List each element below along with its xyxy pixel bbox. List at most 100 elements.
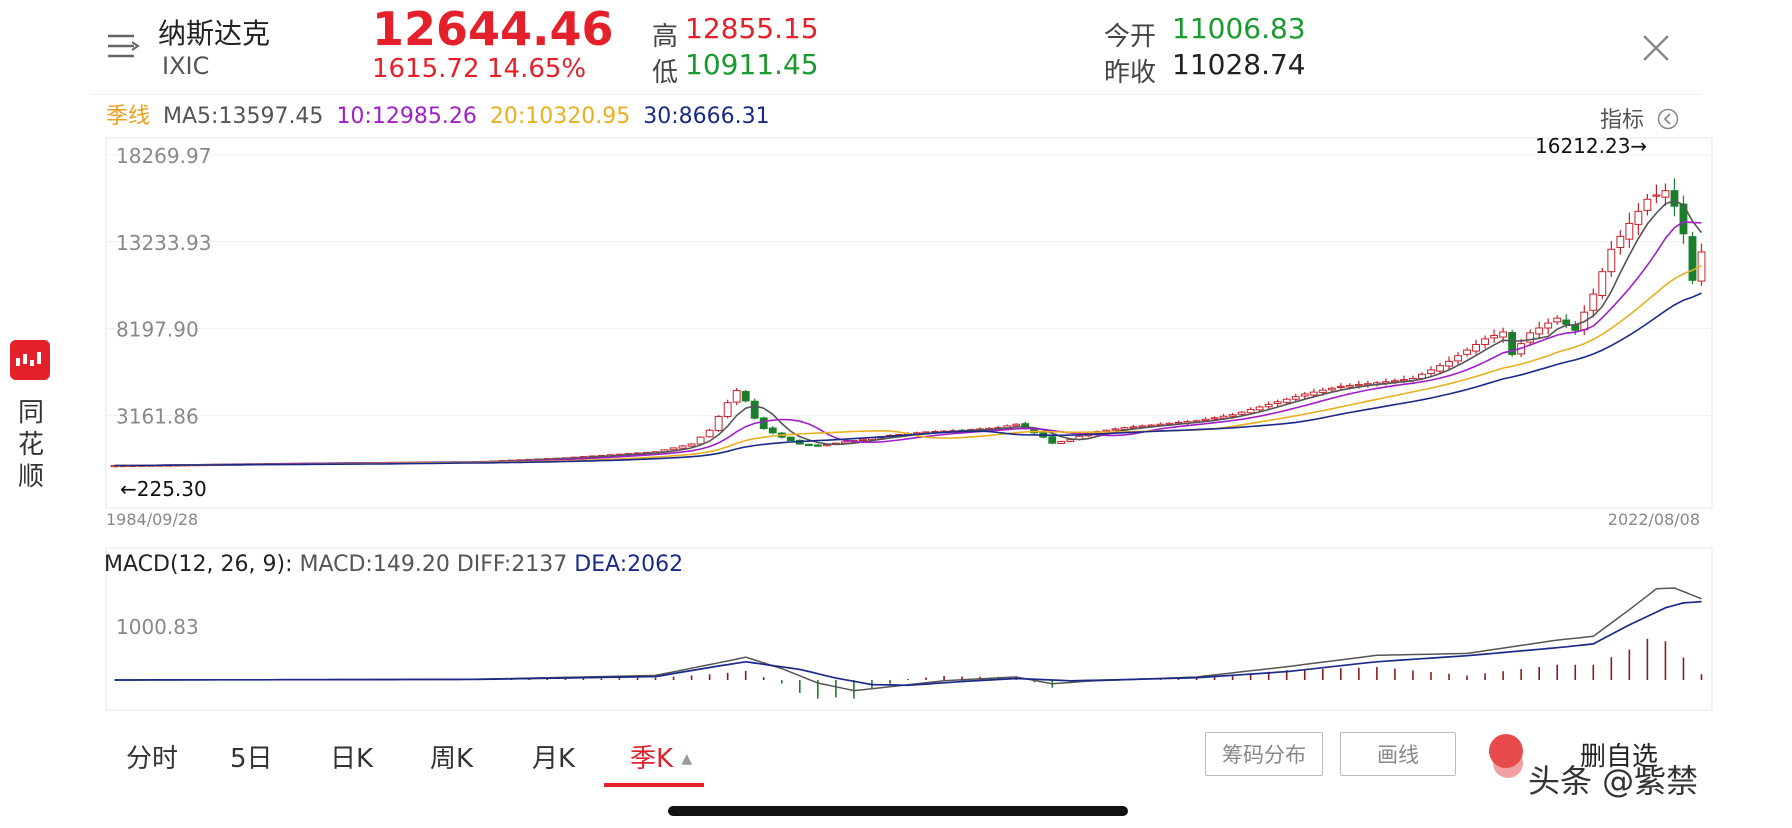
- app-badge-icon[interactable]: [10, 340, 50, 380]
- tab-daily-k[interactable]: 日K: [330, 744, 374, 774]
- candle-body: [1228, 414, 1237, 417]
- y-axis-tick-label: 18269.97: [116, 144, 211, 168]
- candle-body: [687, 443, 696, 447]
- ma30-value: 30:8666.31: [643, 104, 770, 129]
- chip-distribution-button[interactable]: 筹码分布: [1205, 732, 1323, 776]
- price-change: 1615.72: [372, 54, 480, 84]
- min-price-marker: ←225.30: [120, 477, 207, 501]
- tab-5day[interactable]: 5日: [230, 744, 273, 774]
- indicator-button[interactable]: 指标: [1600, 102, 1679, 134]
- candle-body: [1499, 331, 1508, 338]
- candle-body: [1066, 439, 1075, 443]
- tab-intraday[interactable]: 分时: [126, 744, 179, 774]
- low-value: 10911.45: [685, 48, 819, 81]
- candle-body: [741, 391, 750, 402]
- candle-body: [1400, 379, 1408, 382]
- remove-from-watchlist-button[interactable]: 删自选: [1580, 742, 1659, 772]
- chevron-left-circle-icon: [1657, 108, 1679, 130]
- low-label: 低: [652, 58, 679, 88]
- candle-body: [858, 438, 867, 441]
- candle-body: [732, 390, 741, 403]
- y-axis-tick-label: 13233.93: [116, 231, 211, 255]
- candle-body: [669, 447, 678, 451]
- chart-grid: [105, 137, 1713, 711]
- tab-weekly-k[interactable]: 周K: [430, 744, 474, 774]
- close-icon[interactable]: [1638, 30, 1674, 66]
- tab-quarterly-k-label: 季K: [630, 744, 674, 774]
- candle-body: [804, 443, 813, 447]
- high-value: 12855.15: [685, 12, 819, 45]
- dea-value: DEA:2062: [574, 552, 684, 577]
- candle-body: [1345, 384, 1354, 388]
- candle-body: [1589, 293, 1598, 311]
- home-indicator: [668, 806, 1128, 816]
- macd-panel-frame: [105, 547, 1713, 711]
- y-axis-tick-label: 3161.86: [116, 404, 199, 428]
- x-axis-end-label: 2022/08/08: [1608, 510, 1700, 529]
- candle-body: [1291, 396, 1300, 400]
- candle-body: [1481, 338, 1490, 345]
- open-label: 今开: [1104, 22, 1157, 52]
- candle-body: [1445, 360, 1453, 367]
- prev-close-value: 11028.74: [1172, 48, 1306, 81]
- candle-body: [1336, 385, 1345, 388]
- candle-body: [1535, 327, 1544, 335]
- diff-line: [114, 587, 1702, 692]
- candle-body: [1670, 190, 1679, 207]
- candle-body: [1237, 411, 1246, 415]
- float-bubble-icon[interactable]: [1489, 734, 1523, 768]
- y-axis-tick-label: 8197.90: [116, 318, 199, 342]
- candle-body: [714, 415, 723, 432]
- candle-body: [768, 427, 777, 434]
- open-value: 11006.83: [1172, 12, 1306, 45]
- candle-body: [705, 429, 714, 438]
- candle-body: [1661, 190, 1670, 198]
- watermark: 头条 @紫禁: [1528, 762, 1699, 800]
- candle-body: [1553, 317, 1562, 323]
- ma5-value: MA5:13597.45: [163, 104, 324, 129]
- active-tab-indicator: [604, 783, 704, 787]
- candle-body: [1562, 319, 1571, 325]
- macd-lines: [114, 587, 1702, 692]
- max-price-marker: 16212.23→: [1535, 134, 1647, 158]
- candle-body: [1282, 398, 1291, 403]
- candle-body: [1048, 436, 1057, 444]
- side-char-3: 顺: [18, 462, 45, 492]
- dea-line: [114, 600, 1702, 687]
- candle-body: [1616, 235, 1625, 249]
- macd-y-axis-tick-label: 1000.83: [116, 615, 199, 639]
- candle-body: [1526, 332, 1535, 343]
- candle-body: [1255, 406, 1264, 411]
- candle-body: [1390, 380, 1399, 383]
- candle-body: [723, 402, 732, 417]
- candle-body: [1688, 236, 1697, 281]
- candle-body: [1300, 393, 1309, 397]
- macd-title: MACD(12, 26, 9):: [104, 552, 293, 577]
- tab-monthly-k[interactable]: 月K: [532, 744, 576, 774]
- candle-body: [813, 444, 822, 447]
- candle-body: [750, 400, 759, 419]
- candle-body: [1598, 271, 1607, 296]
- chart-labels: 18269.97 13233.93 8197.90 3161.86 1984/09/28…: [106, 134, 1700, 639]
- menu-icon[interactable]: [106, 28, 142, 64]
- draw-line-button[interactable]: 画线: [1340, 732, 1456, 776]
- candle-body: [1264, 403, 1273, 408]
- candle-body: [1454, 355, 1462, 362]
- ma10-value: 10:12985.26: [336, 104, 477, 129]
- ma5-line: [114, 199, 1703, 467]
- candle-body: [1508, 332, 1517, 355]
- ma-lines: [114, 199, 1703, 467]
- macd-histogram: [257, 638, 1703, 699]
- candle-body: [1201, 418, 1210, 422]
- candle-body: [1354, 384, 1363, 387]
- ma30-line: [114, 292, 1702, 467]
- ma20-value: 20:10320.95: [489, 104, 631, 129]
- candle-body: [1652, 194, 1661, 197]
- candle-body: [786, 436, 795, 442]
- kline-panel-frame: [105, 137, 1713, 509]
- indicator-label: 指标: [1600, 108, 1645, 133]
- price-change-percent: 14.65%: [487, 54, 587, 84]
- tab-quarterly-k[interactable]: 季K ▲: [630, 738, 692, 775]
- candle-body: [678, 445, 687, 449]
